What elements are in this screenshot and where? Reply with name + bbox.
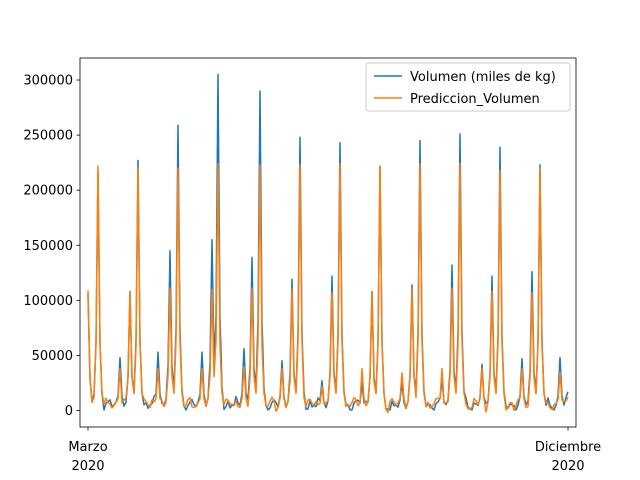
legend-label: Volumen (miles de kg) xyxy=(410,70,556,85)
y-tick-label: 150000 xyxy=(23,239,73,254)
x-tick-label: Diciembre xyxy=(535,440,601,455)
axes-frame xyxy=(79,57,577,428)
x-tick-label-year: 2020 xyxy=(71,459,104,474)
y-tick-label: 0 xyxy=(65,404,73,419)
legend-label: Prediccion_Volumen xyxy=(410,92,540,107)
y-tick-label: 100000 xyxy=(23,294,73,309)
y-tick-label: 250000 xyxy=(23,129,73,144)
y-tick-label: 200000 xyxy=(23,184,73,199)
axes: 0 50000 100000 150000 200000 250000 300000 Marz… xyxy=(23,57,601,474)
plot-area xyxy=(87,73,569,414)
legend-box xyxy=(365,62,571,112)
legend: Volumen (miles de kg) Prediccion_Volumen xyxy=(365,62,571,112)
series-line-prediccion xyxy=(87,162,569,414)
x-tick-label: Marzo xyxy=(68,440,107,455)
y-tick-label: 50000 xyxy=(32,349,73,364)
y-tick-label: 300000 xyxy=(23,74,73,89)
x-tick-label-year: 2020 xyxy=(551,459,584,474)
